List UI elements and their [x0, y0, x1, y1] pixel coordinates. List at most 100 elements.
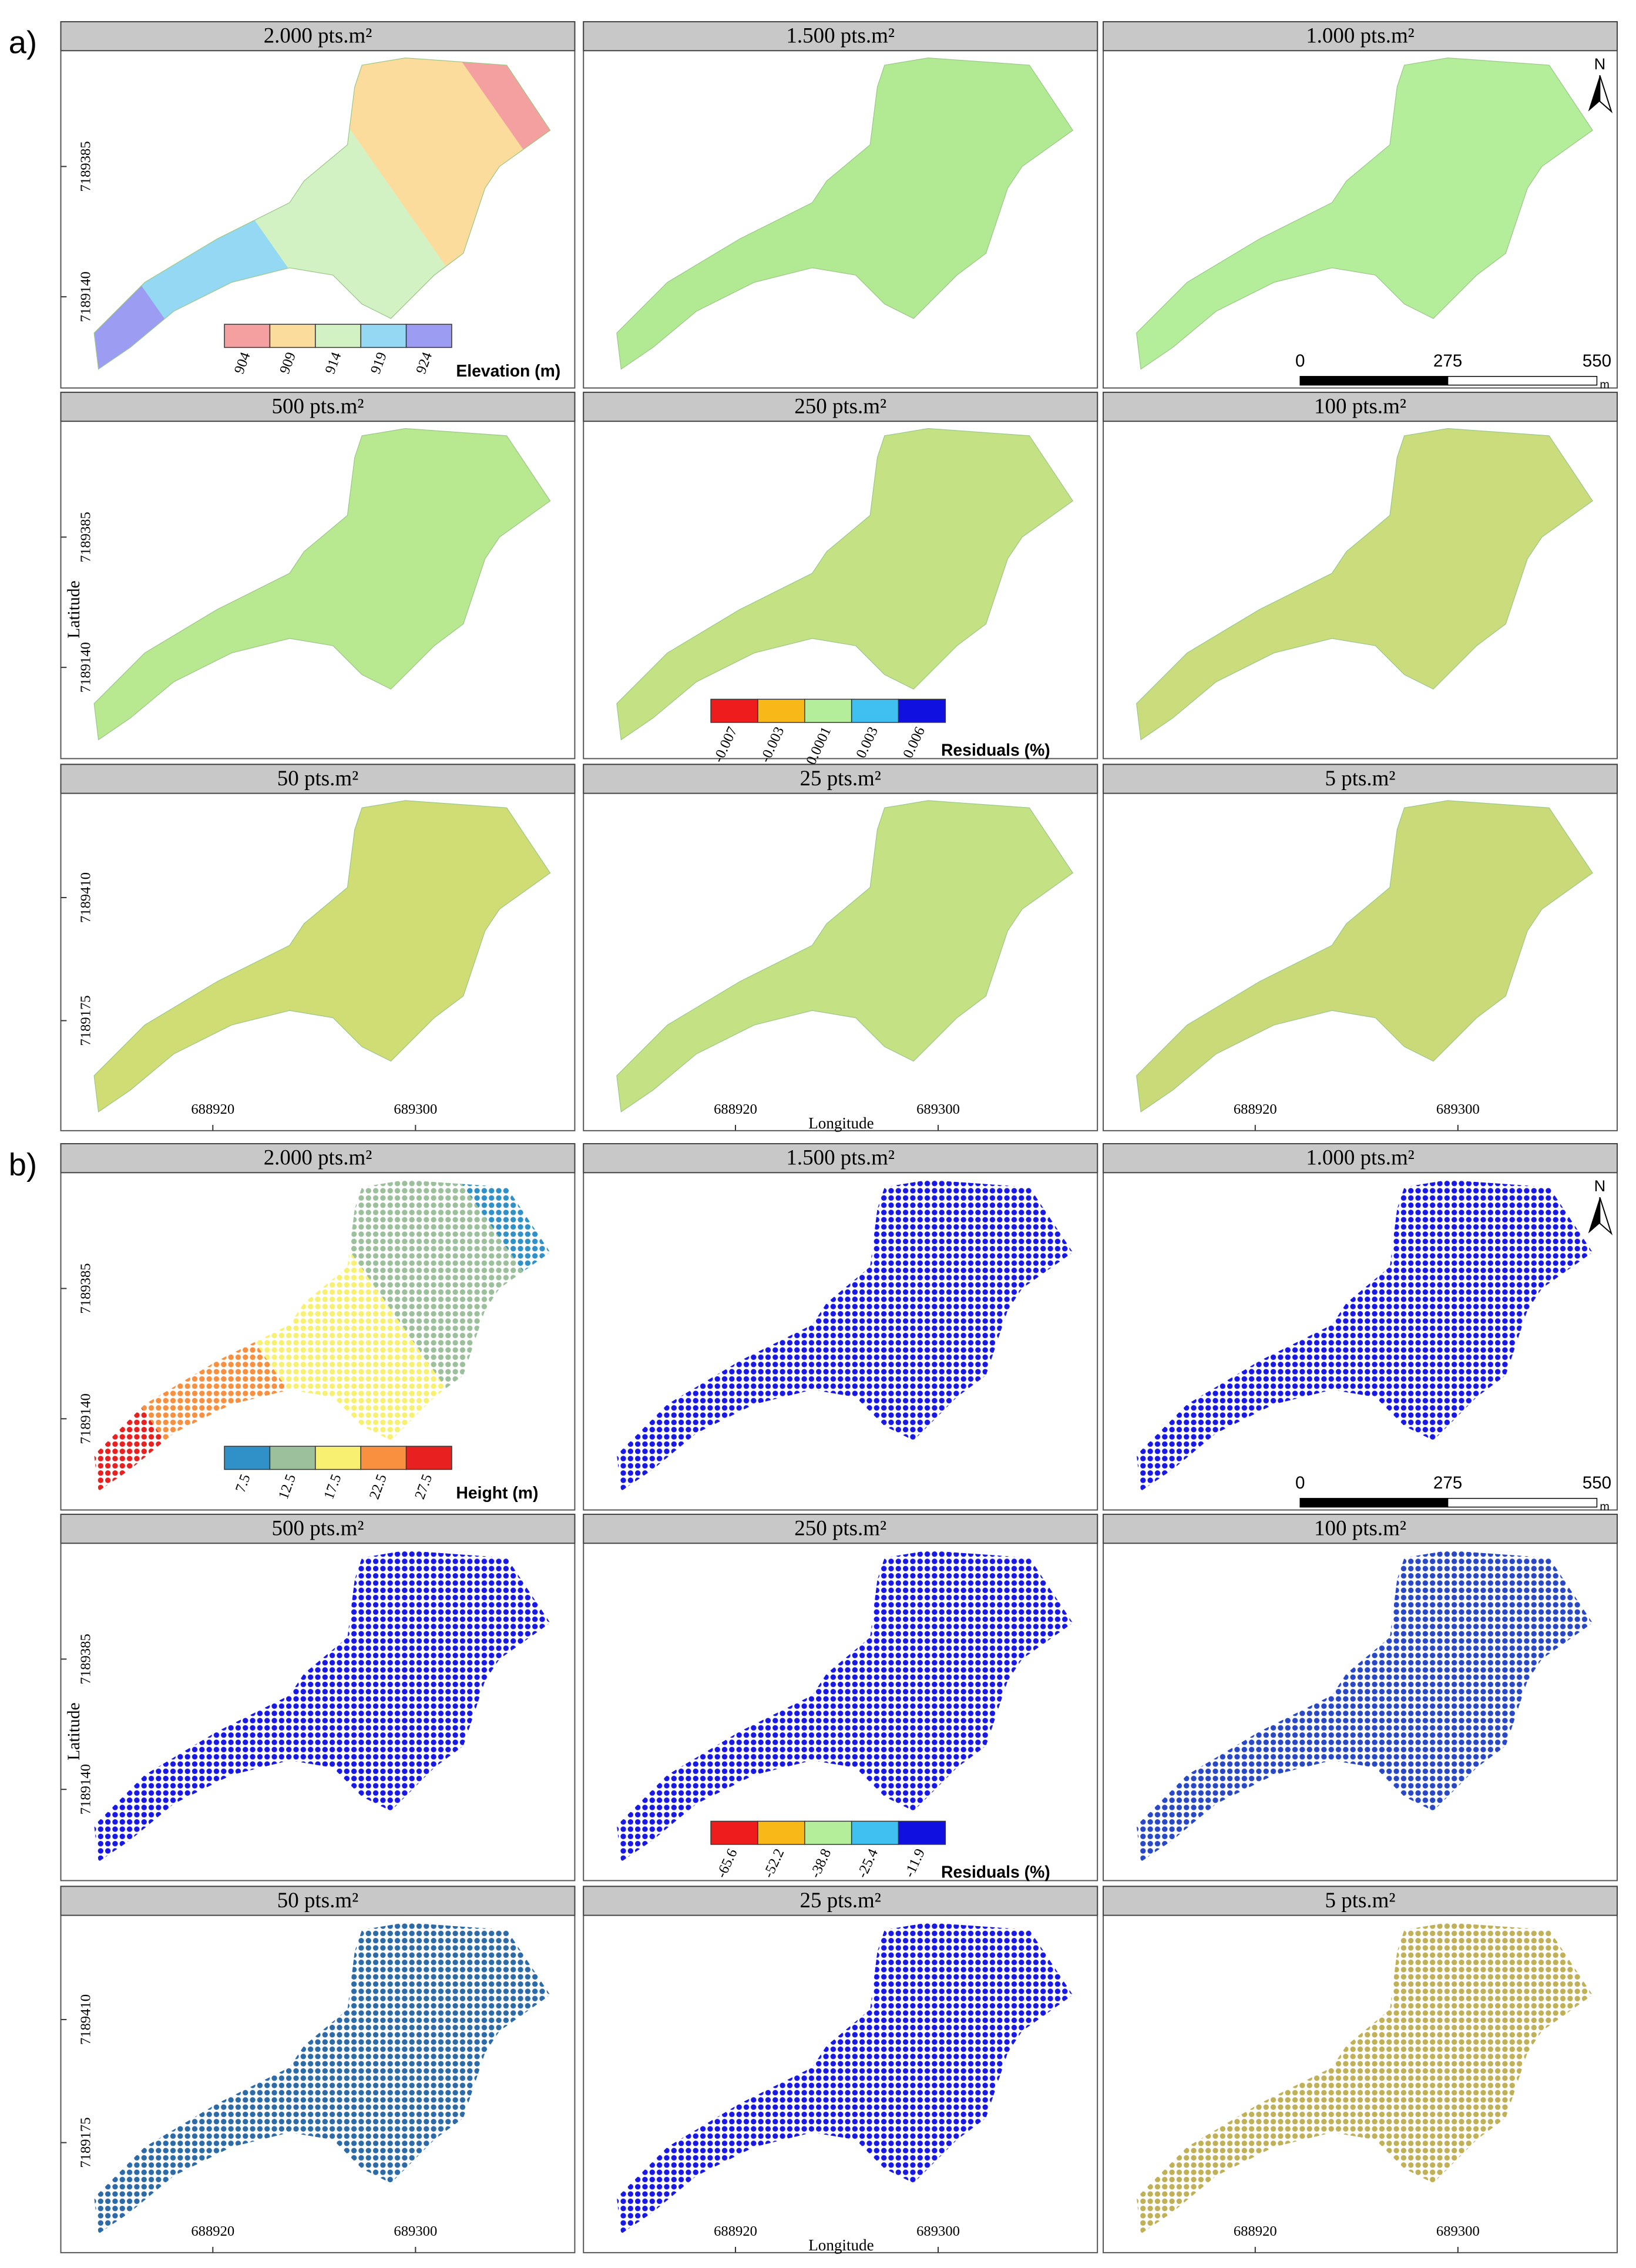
x-tick-label: 689300	[916, 1101, 960, 1117]
legend-swatch	[224, 324, 271, 348]
x-tick-label: 688920	[191, 2223, 234, 2239]
scale-label: 550	[1583, 1473, 1611, 1493]
legend-swatch	[757, 698, 805, 723]
panel-title: 100 pts.m²	[1314, 1516, 1406, 1540]
panel-header	[60, 21, 576, 52]
zones	[94, 58, 550, 369]
scale-label: 550	[1583, 351, 1611, 371]
panel-header	[1103, 1886, 1618, 1916]
map	[1136, 428, 1593, 741]
north-label: N	[1594, 55, 1606, 73]
north-arrow	[1599, 1197, 1613, 1235]
map-panel: 50 pts.m² 7189410 7189175 688920 689300	[60, 1886, 576, 2253]
map	[1136, 1180, 1593, 1491]
field	[616, 1180, 1073, 1491]
map	[1136, 1922, 1593, 2234]
panel-title: 2.000 pts.m²	[264, 23, 372, 48]
scale-bar	[1447, 376, 1598, 386]
field	[1136, 1550, 1593, 1862]
map	[616, 57, 1074, 370]
x-axis-label: Longitude	[808, 2236, 874, 2254]
panel-header	[60, 764, 576, 794]
panel-title: 1.000 pts.m²	[1306, 1145, 1415, 1170]
scale-label: 275	[1433, 351, 1462, 371]
panel-title: 5 pts.m²	[1325, 766, 1396, 790]
map	[94, 1922, 550, 2234]
map	[93, 57, 551, 370]
scale-label: 275	[1433, 1473, 1462, 1493]
x-tick-label: 688920	[1234, 1101, 1277, 1117]
panel-title: 1.500 pts.m²	[786, 23, 895, 48]
map	[616, 1550, 1073, 1862]
zone	[94, 1180, 550, 1491]
zone	[94, 58, 550, 369]
zone	[119, 1180, 550, 1491]
field-zones	[94, 58, 550, 369]
north-label: N	[1594, 1177, 1606, 1195]
field-outline	[616, 428, 1074, 741]
map-panel: 1.000 pts.m² N 0 275 550 m	[1103, 21, 1618, 391]
x-tick-label: 688920	[1234, 2223, 1277, 2239]
map	[616, 1922, 1073, 2234]
map-fill	[94, 1180, 550, 1491]
scale-bar	[1299, 1498, 1449, 1508]
map-panel: 5 pts.m² 688920 689300	[1103, 764, 1618, 1131]
map-panel: 250 pts.m² -0.007 -0.003 -0.0001 0.003 0.006 R…	[583, 391, 1098, 771]
field-outline	[93, 800, 551, 1113]
panel-title: 5 pts.m²	[1325, 1888, 1396, 1912]
panel-title: 50 pts.m²	[277, 766, 358, 790]
legend-swatch	[710, 1820, 758, 1845]
legend-swatch	[405, 1446, 452, 1470]
zone	[94, 1180, 405, 1491]
scale-bar	[1299, 376, 1449, 386]
map-panel: 250 pts.m²-65.6 -52.2 -38.8 -25.4 -11.9 Resid…	[583, 1513, 1098, 1882]
x-tick-label: 688920	[714, 2223, 757, 2239]
panel-header	[583, 764, 1098, 794]
map-fill	[616, 58, 1073, 369]
map-fill	[616, 428, 1073, 740]
map	[616, 800, 1074, 1113]
field-outline	[1136, 800, 1593, 1113]
map	[94, 1180, 550, 1491]
field-outline	[1136, 428, 1593, 741]
map-panel: 100 pts.m²	[1103, 1513, 1618, 1881]
legend-swatch	[405, 324, 452, 348]
map-panel: 100 pts.m²	[1103, 391, 1618, 760]
x-tick-label: 689300	[394, 2223, 437, 2239]
legend-swatch	[360, 1446, 407, 1470]
field	[616, 800, 1073, 1112]
panel-title: 50 pts.m²	[277, 1888, 358, 1912]
field-outline	[93, 428, 551, 741]
map	[93, 800, 551, 1113]
field	[1136, 800, 1593, 1112]
y-tick-label: 7189385	[78, 1263, 94, 1313]
y-tick-label: 7189140	[78, 271, 94, 322]
legend-swatch	[898, 698, 946, 723]
y-tick-label: 7189140	[78, 1764, 94, 1815]
legend-title: Residuals (%)	[941, 1863, 1050, 1882]
legend-swatch	[269, 1446, 316, 1470]
part-label: a)	[9, 25, 37, 61]
y-tick-label: 7189385	[78, 1634, 94, 1684]
panel-header	[1103, 391, 1618, 422]
field-outline	[1136, 57, 1593, 370]
map-panel: 1.500 pts.m²	[583, 1143, 1098, 1511]
legend-swatch	[851, 698, 899, 723]
map	[616, 428, 1074, 741]
zone	[94, 1180, 512, 1491]
scale-label: 0	[1295, 1473, 1305, 1493]
field	[94, 1550, 550, 1862]
north-arrow	[1599, 75, 1613, 113]
panel-header	[1103, 1513, 1618, 1544]
scale-unit: m	[1600, 1500, 1609, 1513]
legend-swatch	[360, 324, 407, 348]
map-panel: 25 pts.m² 688920 689300 Longitude	[583, 1886, 1098, 2254]
map-panel: 1.500 pts.m²	[583, 21, 1098, 389]
map-fill	[616, 1180, 1073, 1491]
panel-title: 25 pts.m²	[800, 1888, 881, 1912]
field	[616, 1922, 1073, 2234]
map	[1136, 800, 1593, 1113]
legend-swatch	[269, 324, 316, 348]
legend-swatch	[851, 1820, 899, 1845]
